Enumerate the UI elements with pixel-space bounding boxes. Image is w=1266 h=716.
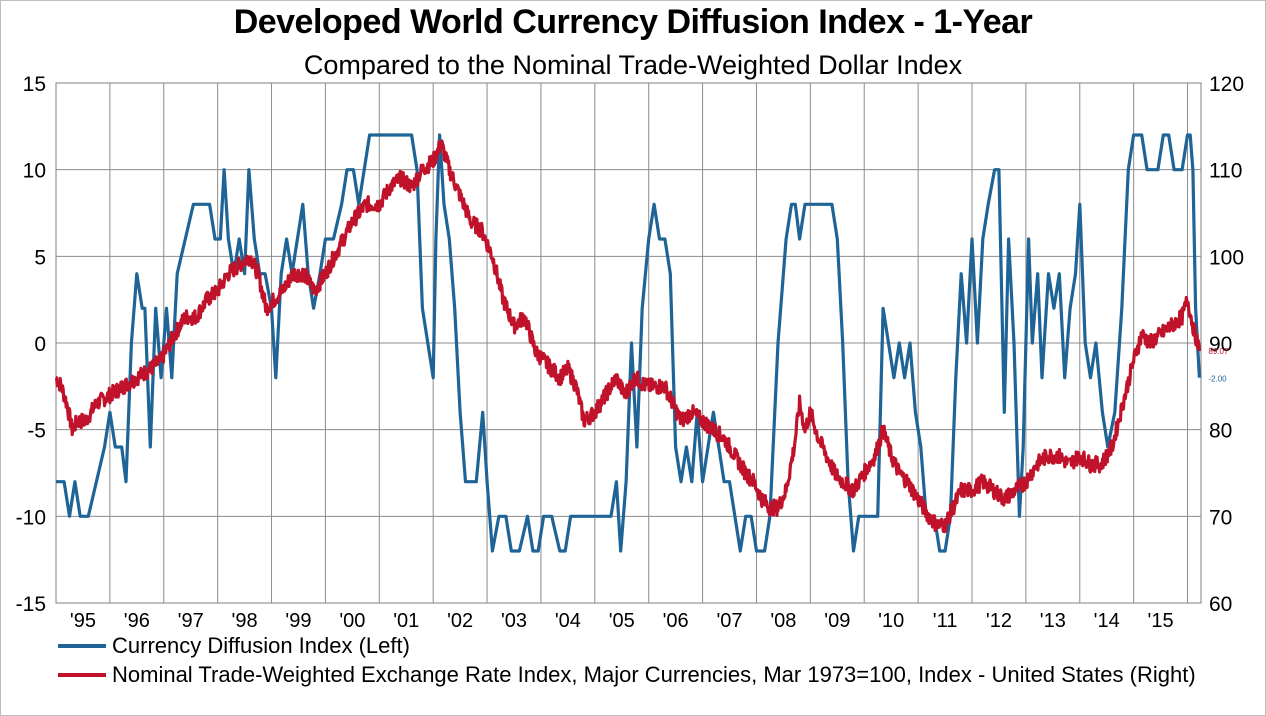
x-tick-label: '10	[878, 610, 904, 632]
x-tick-label: '00	[339, 610, 365, 632]
y-right-tick-label: 120	[1209, 73, 1244, 96]
x-tick-label: '95	[70, 610, 96, 632]
x-tick-label: '07	[716, 610, 742, 632]
x-tick-label: '15	[1148, 610, 1174, 632]
x-tick-label: '02	[447, 610, 473, 632]
x-tick-label: '06	[663, 610, 689, 632]
legend-item-dollar: Nominal Trade-Weighted Exchange Rate Ind…	[58, 663, 1238, 687]
x-tick-label: '11	[933, 610, 958, 632]
y-left-tick-label: -5	[27, 420, 46, 443]
x-tick-label: '97	[178, 610, 204, 632]
legend-swatch-diffusion	[58, 644, 106, 648]
y-right-tick-label: 90	[1209, 333, 1232, 356]
series-line-diffusion	[56, 133, 1201, 553]
y-left-tick-label: 10	[23, 160, 46, 183]
x-tick-label: '14	[1094, 610, 1120, 632]
y-right-tick-label: 100	[1209, 246, 1244, 269]
x-tick-label: '03	[501, 610, 527, 632]
y-left-tick-label: -10	[16, 506, 46, 529]
x-tick-label: '96	[124, 610, 150, 632]
end-label-diffusion: -2.00	[1208, 375, 1227, 384]
y-right-tick-label: 80	[1209, 420, 1232, 443]
x-tick-label: '01	[393, 610, 419, 632]
legend-item-diffusion: Currency Diffusion Index (Left)	[58, 634, 1238, 658]
y-right-tick-label: 70	[1209, 506, 1232, 529]
x-tick-label: '04	[555, 610, 581, 632]
chart-title: Developed World Currency Diffusion Index…	[233, 3, 1033, 41]
series-line-dollar	[55, 139, 1201, 534]
legend: Currency Diffusion Index (Left) Nominal …	[58, 634, 1238, 687]
x-tick-label: '09	[824, 610, 850, 632]
x-tick-label: '05	[609, 610, 635, 632]
legend-label-diffusion: Currency Diffusion Index (Left)	[112, 633, 410, 658]
y-left-tick-label: -15	[16, 593, 46, 616]
legend-swatch-dollar	[58, 673, 106, 677]
x-tick-label: '98	[232, 610, 258, 632]
x-tick-label: '13	[1040, 610, 1066, 632]
legend-label-dollar: Nominal Trade-Weighted Exchange Rate Ind…	[112, 662, 1196, 687]
y-left-tick-label: 15	[23, 73, 46, 96]
y-right-tick-label: 110	[1209, 160, 1242, 183]
x-tick-label: '99	[285, 610, 311, 632]
y-left-tick-label: 5	[34, 246, 46, 269]
x-tick-label: '08	[770, 610, 796, 632]
end-label-dollar: 89.07	[1208, 347, 1229, 356]
x-tick-label: '12	[986, 610, 1012, 632]
chart-subtitle: Compared to the Nominal Trade-Weighted D…	[303, 50, 963, 80]
y-right-tick-label: 60	[1209, 593, 1232, 616]
y-left-tick-label: 0	[34, 333, 46, 356]
